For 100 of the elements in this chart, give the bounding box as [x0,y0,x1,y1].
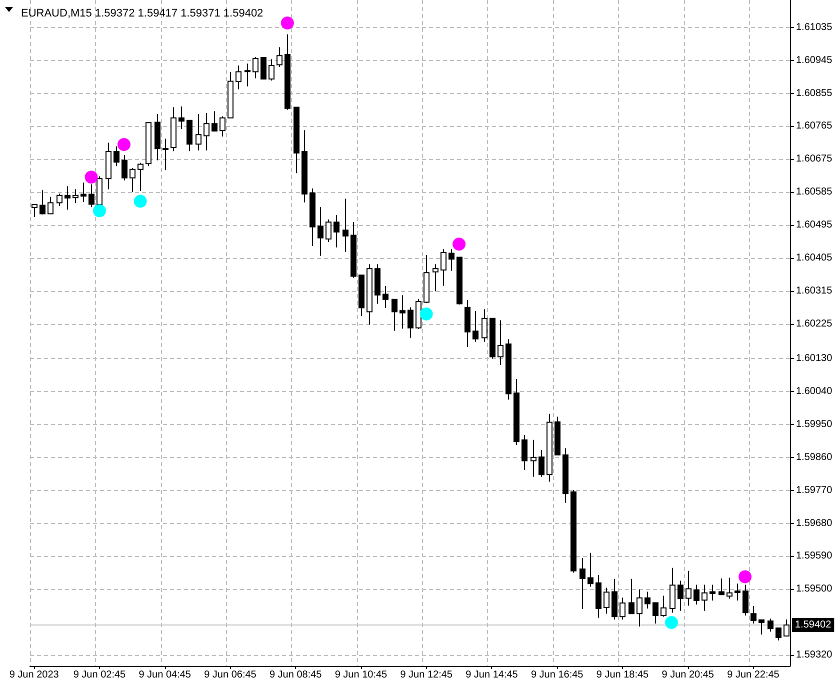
candlestick [80,182,86,202]
y-tick-label: 1.60315 [796,285,833,296]
point [738,570,752,584]
x-tick-label: 9 Jun 08:45 [269,670,322,680]
y-tick-label: 1.60675 [796,154,833,165]
candlestick [204,112,210,151]
x-tick-label: 9 Jun 18:45 [596,670,650,680]
y-tick-label: 1.60945 [796,54,833,66]
candlestick [440,248,446,286]
candlestick [448,248,454,272]
candlestick [72,188,78,204]
point [452,238,466,251]
y-tick-label: 1.59320 [796,650,833,661]
candlestick [48,196,54,214]
point [280,16,294,30]
candlestick [620,597,626,620]
point [84,170,98,184]
candlestick [252,56,258,79]
y-tick-label: 1.59860 [796,452,833,463]
ref-line-label: 1.59402 [795,620,832,631]
y-tick-label: 1.60225 [796,318,833,330]
candlestick [196,114,202,151]
candlestick [652,602,658,624]
candlestick [588,552,594,588]
candlestick [326,219,332,242]
candlestick [776,627,782,641]
candlestick [750,605,756,624]
candlestick [538,450,544,478]
x-tick-label: 9 Jun 2023 [9,670,60,680]
candlestick [260,56,266,80]
candlestick [220,116,226,137]
candlestick [236,65,242,90]
candlestick [522,434,528,470]
candlestick [660,595,666,618]
point [420,307,433,320]
candlestick [734,583,740,601]
point [134,194,147,208]
candlestick [334,214,340,248]
candlestick [162,138,168,171]
candlestick [64,186,70,210]
candlestick [686,570,692,606]
candlestick [726,577,732,600]
point [92,204,106,218]
candlestick [392,298,398,332]
candlestick [758,619,764,636]
x-tick-label: 9 Jun 10:45 [334,670,388,680]
candlestick [710,584,716,601]
candlestick [40,190,46,215]
candlestick [678,580,684,612]
y-tick-label: 1.59770 [796,484,833,496]
candlestick [276,46,282,68]
text: EURAUD,M15 1.59372 1.59417 1.59371 1.59402 [21,8,264,20]
candlestick [498,320,504,366]
candlestick [530,439,536,478]
y-tick-label: 1.60405 [796,252,833,264]
y-tick-label: 1.60585 [796,186,833,198]
y-tick-label: 1.60130 [796,353,833,364]
candlestick [212,110,218,132]
point [117,138,130,152]
candlestick [644,591,650,610]
candlestick [32,204,38,218]
candlestick [628,578,634,614]
candlestick [408,306,414,338]
y-tick-label: 1.59500 [796,584,833,595]
candlestick [482,308,488,342]
x-tick-label: 9 Jun 04:45 [138,670,192,680]
candlestick [382,286,388,309]
x-tick-label: 9 Jun 14:45 [466,670,518,680]
x-tick-label: 9 Jun 16:45 [530,670,584,680]
candlestick [186,120,192,152]
candlestick [178,106,184,130]
candlestick [768,618,774,632]
candlestick [636,589,642,627]
candlestick [114,146,120,167]
y-tick-label: 1.60855 [796,88,833,99]
x-tick-label: 9 Jun 02:45 [73,670,126,680]
candlestick [400,294,406,330]
candlestick [580,558,586,610]
y-tick-label: 1.59680 [796,518,833,529]
point [665,616,678,629]
x-tick-label: 9 Jun 06:45 [204,670,257,680]
candlestick [702,584,708,612]
y-tick-label: 1.60040 [796,386,833,398]
candlestick [604,587,610,614]
y-tick-label: 1.59590 [796,550,833,562]
x-tick-label: 9 Jun 20:45 [662,670,714,680]
candlestick [244,63,250,87]
y-tick-label: 1.59950 [796,418,833,430]
y-tick-label: 1.61035 [796,22,833,33]
x-tick-label: 9 Jun 12:45 [400,670,453,680]
candlestick [88,184,94,208]
x-tick-label: 9 Jun 22:45 [727,670,780,680]
candlestick [670,567,676,614]
candlestick [138,162,144,192]
candlestick [742,584,748,616]
candlestick [694,584,700,606]
candlestick [130,167,136,193]
candlestick [122,154,128,181]
y-tick-label: 1.60765 [796,120,833,132]
candlestick [718,578,724,596]
